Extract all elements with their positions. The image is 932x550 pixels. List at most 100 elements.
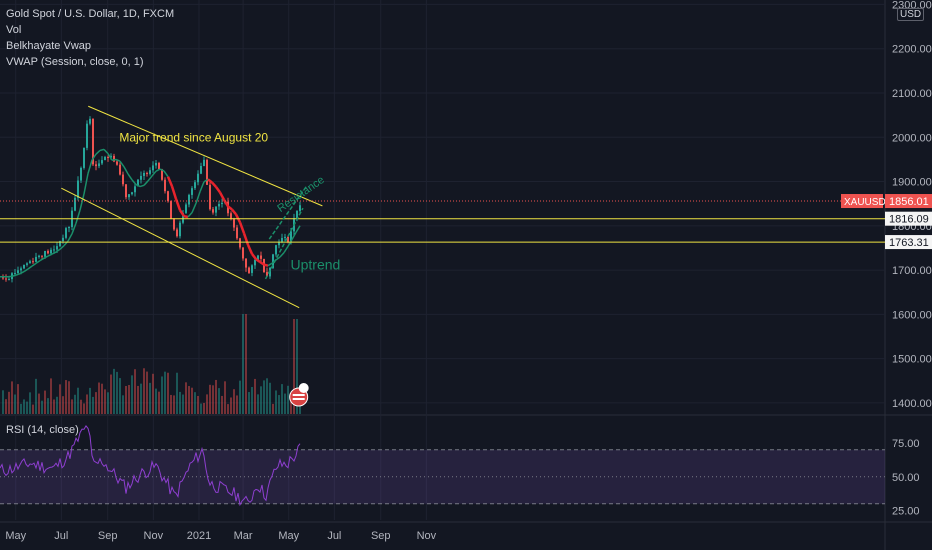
legend-vol[interactable]: Vol — [6, 24, 22, 36]
candle-body — [137, 179, 139, 187]
candle-body — [182, 212, 184, 223]
vwap-segment — [19, 270, 25, 275]
volume-bar — [119, 378, 121, 414]
volume-bar — [203, 402, 205, 414]
volume-bar — [275, 390, 277, 414]
time-tick-label: Mar — [234, 530, 253, 542]
volume-bar — [71, 399, 73, 414]
candle-body — [194, 182, 196, 189]
candle-body — [68, 226, 70, 229]
volume-bar — [251, 387, 253, 414]
vwap-segment — [59, 245, 65, 250]
candle-body — [104, 157, 106, 161]
candle-body — [155, 162, 157, 166]
volume-bar — [215, 379, 217, 414]
vwap-segment — [295, 225, 301, 233]
price-tick-label: 2300.00 — [892, 0, 932, 11]
volume-bar — [194, 392, 196, 414]
last-price-badge — [885, 194, 932, 209]
price-tick-label: 1400.00 — [892, 398, 932, 410]
volume-series — [2, 314, 301, 414]
vwap-segment — [11, 274, 17, 277]
vwap-segment — [99, 148, 105, 152]
candle-body — [158, 162, 160, 170]
volume-bar — [41, 400, 43, 414]
vwap-segment — [287, 239, 293, 247]
vwap-segment — [35, 260, 41, 264]
volume-bar — [95, 392, 97, 414]
volume-bar — [287, 385, 289, 414]
volume-bar — [284, 393, 286, 414]
volume-bar — [293, 319, 295, 414]
candle-body — [152, 165, 154, 171]
vwap-segment — [267, 262, 273, 267]
candle-body — [23, 264, 25, 269]
vwap-segment — [199, 181, 205, 193]
candle-body — [272, 254, 274, 268]
volume-bar — [26, 401, 28, 414]
volume-bar — [131, 375, 133, 414]
rsi-legend[interactable]: RSI (14, close) — [6, 424, 79, 436]
candle-body — [134, 186, 136, 193]
candle-body — [176, 229, 178, 237]
time-tick-label: Nov — [417, 530, 437, 542]
candle-body — [266, 272, 268, 277]
level-label: 1763.31 — [889, 237, 929, 249]
vwap-segment — [191, 203, 197, 213]
vwap-segment — [275, 256, 281, 261]
vwap-segment — [139, 184, 145, 188]
vwap-segment — [246, 244, 254, 255]
candle-body — [257, 255, 259, 260]
vwap-segment — [238, 221, 246, 234]
candle-body — [35, 256, 37, 262]
rsi-line — [0, 425, 301, 507]
candle-body — [278, 241, 280, 246]
candle-body — [80, 167, 82, 181]
candle-body — [128, 194, 130, 198]
candle-body — [242, 247, 244, 259]
volume-bar — [296, 319, 298, 414]
volume-bar — [125, 385, 127, 414]
rsi-tick-label: 25.00 — [892, 506, 920, 518]
volume-bar — [209, 384, 211, 414]
candle-body — [131, 192, 133, 195]
vwap-segment — [83, 173, 89, 195]
volume-bar — [269, 382, 271, 414]
vwap-segment — [195, 191, 201, 204]
volume-bar — [167, 372, 169, 414]
vwap-segment — [75, 209, 81, 224]
us-flag-stripe — [292, 398, 305, 400]
volume-bar — [53, 399, 55, 414]
vwap-segment — [111, 158, 117, 161]
volume-bar — [164, 371, 166, 414]
candle-body — [248, 267, 250, 273]
volume-bar — [92, 396, 94, 414]
vwap-segment — [79, 193, 85, 211]
volume-bar — [248, 392, 250, 414]
candle-body — [101, 160, 103, 164]
rsi-tick-label: 75.00 — [892, 438, 920, 450]
candle-body — [110, 155, 112, 158]
event-count-badge — [298, 383, 309, 393]
candle-body — [32, 261, 34, 263]
volume-bar — [155, 388, 157, 414]
candle-body — [281, 237, 283, 242]
vwap-segment — [174, 198, 182, 211]
volume-bar — [266, 378, 268, 414]
legend-belkhayate-vwap[interactable]: Belkhayate Vwap — [6, 40, 91, 52]
candle-body — [239, 238, 241, 248]
vwap-segment — [103, 148, 109, 155]
rsi-pane — [0, 425, 885, 507]
legend-vwap-session[interactable]: VWAP (Session, close, 0, 1) — [6, 56, 144, 68]
candle-body — [53, 249, 55, 251]
volume-bar — [200, 403, 202, 414]
candle-body — [116, 161, 118, 165]
currency-button[interactable]: USD — [897, 8, 925, 21]
volume-bar — [59, 384, 61, 414]
vwap-segment — [263, 263, 269, 267]
volume-bar — [179, 391, 181, 414]
candle-body — [98, 163, 100, 167]
price-tick-label: 1500.00 — [892, 354, 932, 366]
volume-bar — [299, 401, 301, 414]
